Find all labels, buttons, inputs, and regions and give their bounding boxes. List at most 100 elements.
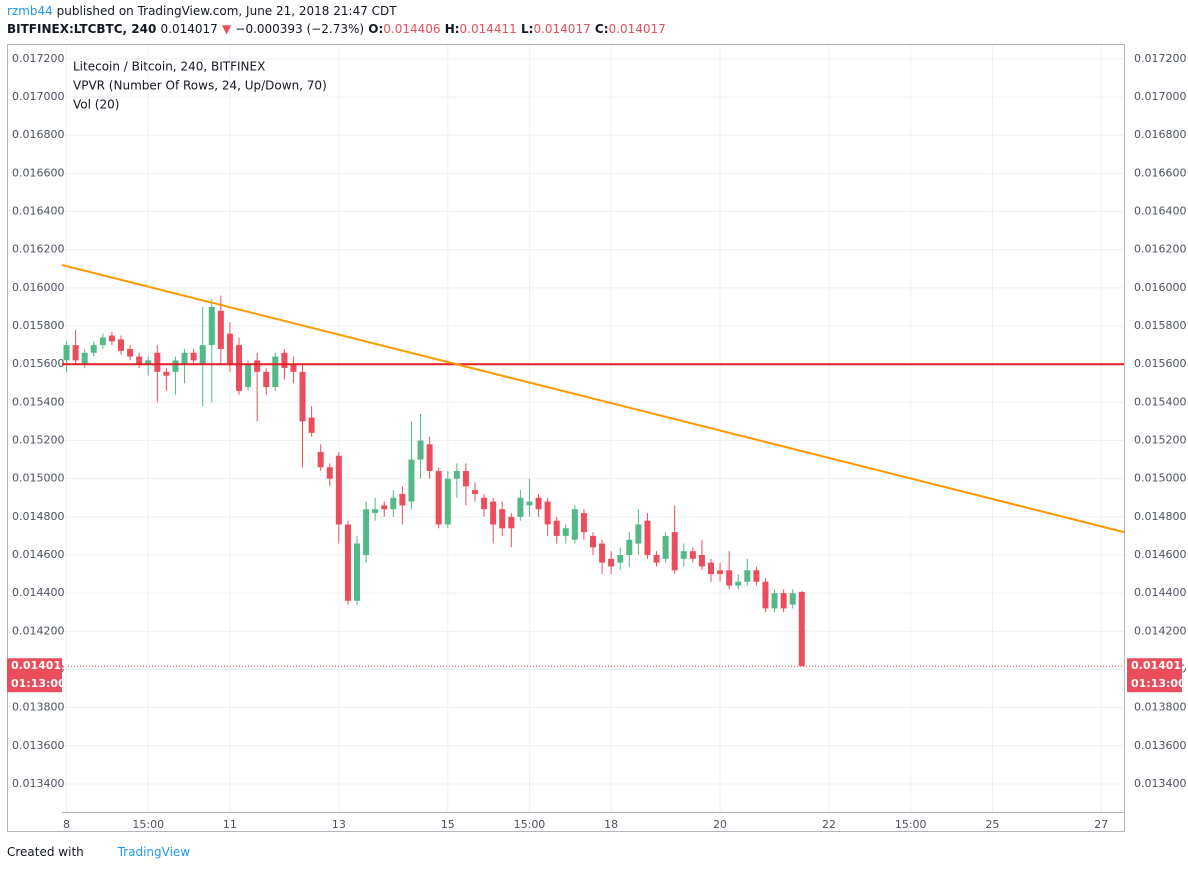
candle-body	[118, 339, 124, 351]
candle-body	[789, 593, 796, 605]
candle-body	[508, 516, 515, 529]
x-tick-label: 15:00	[132, 818, 164, 831]
pane-border	[7, 44, 1125, 832]
y-tick-label-right: 0.015600	[1134, 357, 1187, 370]
candle-body	[190, 352, 197, 361]
candle-body	[617, 554, 624, 563]
y-tick-label: 0.015000	[12, 472, 65, 485]
chart: Litecoin / Bitcoin, 240, BITFINEX VPVR (…	[7, 44, 1188, 832]
last-price-box-right	[1127, 658, 1182, 693]
candle-body	[744, 570, 751, 582]
candle-body	[608, 558, 615, 567]
symbol: BITFINEX:LTCBTC, 240	[7, 22, 157, 36]
candle-body	[99, 337, 106, 346]
y-tick-label-right: 0.016400	[1134, 205, 1187, 218]
x-tick-label: 22	[822, 818, 836, 831]
candle-body	[553, 520, 560, 536]
trend-line	[61, 264, 1125, 534]
y-tick-label: 0.016000	[12, 281, 65, 294]
x-tick-label: 15	[441, 818, 455, 831]
candle-body	[408, 459, 415, 502]
candle-body	[226, 333, 233, 365]
y-tick-label: 0.015400	[12, 395, 65, 408]
x-tick-label: 15:00	[895, 818, 927, 831]
candle-body	[272, 356, 279, 388]
y-tick-label-right: 0.016200	[1134, 243, 1187, 256]
y-tick-label: 0.015600	[12, 357, 65, 370]
candle-body	[426, 444, 433, 472]
candle-body	[680, 551, 687, 559]
y-tick-label: 0.017200	[12, 52, 65, 65]
candle-body	[344, 524, 351, 601]
change: −0.000393 (−2.73%)	[235, 22, 365, 36]
x-tick-label: 11	[223, 818, 237, 831]
candle-body	[217, 310, 224, 349]
y-tick-label-right: 0.013400	[1134, 777, 1187, 790]
candle-body	[308, 417, 315, 433]
o: 0.014406	[383, 22, 441, 36]
ohlc-line: BITFINEX:LTCBTC, 240 0.014017 ▼ −0.00039…	[7, 22, 666, 36]
y-tick-label-right: 0.017000	[1134, 90, 1187, 103]
created: Created with	[7, 845, 84, 859]
y-tick-label-right: 0.016800	[1134, 128, 1187, 141]
y-tick-label-right: 0.015800	[1134, 319, 1187, 332]
countdown-right: 01:13:00	[1131, 677, 1186, 690]
legend-vpvr: VPVR (Number Of Rows, 24, Up/Down, 70)	[73, 79, 327, 93]
candle-body	[689, 551, 696, 559]
candle-body	[90, 345, 97, 353]
legend-title: Litecoin / Bitcoin, 240, BITFINEX	[73, 60, 265, 74]
y-tick-label: 0.015200	[12, 434, 65, 447]
candle-body	[236, 345, 242, 391]
x-tick-label: 27	[1094, 818, 1108, 831]
l: 0.014017	[533, 22, 591, 36]
legend-vol: Vol (20)	[73, 98, 119, 112]
candle-body	[562, 528, 569, 536]
candle-body	[771, 593, 778, 609]
candle-body	[717, 570, 724, 575]
candle-body	[317, 451, 324, 468]
candle-body	[208, 306, 215, 346]
candle-body	[435, 471, 442, 525]
candle-body	[499, 509, 506, 529]
candle-body	[644, 520, 651, 555]
candle-body	[127, 348, 134, 357]
y-tick-label-right: 0.016600	[1134, 166, 1187, 179]
candle-body	[635, 524, 642, 544]
candle-body	[526, 501, 533, 506]
candle-body	[299, 371, 306, 422]
candle-body	[399, 493, 406, 506]
y-tick-label: 0.015800	[12, 319, 65, 332]
y-tick-label: 0.014200	[12, 624, 65, 637]
y-tick-label-right: 0.015200	[1134, 434, 1187, 447]
candle-body	[63, 345, 70, 361]
candle-body	[108, 335, 115, 342]
y-tick-label-right: 0.013600	[1134, 739, 1187, 752]
candle-body	[354, 543, 360, 601]
y-tick-label: 0.016800	[12, 128, 65, 141]
candle-body	[671, 532, 678, 571]
brand[interactable]: TradingView	[117, 845, 191, 859]
candle-body	[626, 539, 633, 555]
candle-body	[571, 509, 578, 540]
candle-body	[590, 535, 596, 548]
y-tick-label: 0.017000	[12, 90, 65, 103]
candle-body	[154, 352, 161, 372]
candle-body	[490, 501, 497, 525]
candle-body	[753, 570, 760, 582]
candle-body	[263, 371, 270, 388]
y-tick-label: 0.014400	[12, 586, 65, 599]
c: 0.014017	[608, 22, 666, 36]
o-label: O:	[368, 22, 384, 36]
y-tick-label: 0.016400	[12, 205, 65, 218]
candle-body	[735, 581, 742, 586]
candle-body	[199, 345, 206, 365]
candle-body	[472, 490, 478, 494]
candle-body	[780, 593, 787, 609]
candle-body	[653, 554, 660, 563]
candle-body	[372, 509, 379, 514]
author[interactable]: rzmb44	[7, 4, 53, 18]
candle-body	[726, 570, 733, 586]
candle-body	[145, 360, 152, 365]
last-price-box-left	[7, 658, 62, 693]
